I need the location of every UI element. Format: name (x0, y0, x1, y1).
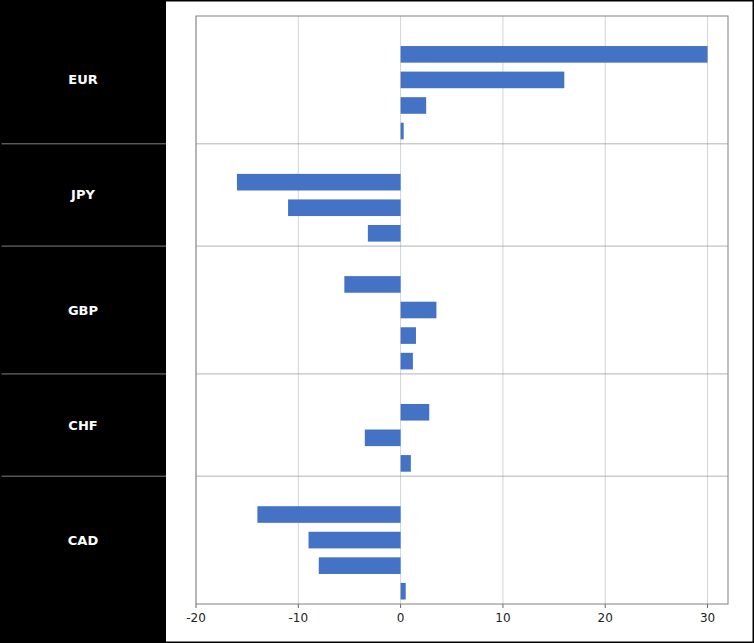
tick-mark (196, 604, 197, 608)
grid (196, 16, 708, 604)
group-separator (196, 143, 728, 144)
bars (237, 46, 708, 599)
tick-mark (707, 604, 708, 608)
bar (401, 72, 565, 89)
group-label: EUR (68, 72, 97, 87)
background (0, 0, 754, 643)
bar (401, 46, 708, 63)
plot-frame (196, 16, 728, 604)
bar (237, 174, 401, 191)
group-label: JPY (70, 187, 95, 202)
bar (401, 302, 437, 319)
bar (401, 327, 416, 344)
bar (401, 455, 411, 472)
tick-mark (605, 604, 606, 608)
chart-container: -20 -10 0 10 20 30 EUR JPY GBP CHF CAD (0, 0, 754, 643)
grid-line (605, 16, 606, 604)
bar (401, 583, 406, 600)
group-separator (196, 373, 728, 374)
tick-mark (298, 604, 299, 608)
panel-separator (0, 246, 166, 247)
group-separator (196, 476, 728, 477)
chart-svg: -20 -10 0 10 20 30 EUR JPY GBP CHF CAD (0, 0, 754, 643)
bar (401, 97, 427, 114)
grid-line (707, 16, 708, 604)
outer-border (1, 1, 754, 643)
tick-label: 20 (598, 611, 613, 625)
bar (401, 404, 430, 421)
bar (401, 123, 404, 140)
tick-mark (400, 604, 401, 608)
tick-label: 10 (495, 611, 510, 625)
tick-label: 30 (700, 611, 715, 625)
panel-separator (0, 373, 166, 374)
bar (401, 353, 413, 370)
panel-separator (0, 143, 166, 144)
grid-line (502, 16, 503, 604)
tick-label: -10 (289, 611, 309, 625)
bar (288, 199, 401, 216)
panel-separator (0, 476, 166, 477)
group-panel (0, 0, 166, 643)
bar (257, 506, 400, 523)
tick-label: -20 (186, 611, 206, 625)
bar (368, 225, 401, 242)
bar (309, 532, 401, 549)
group-label: GBP (68, 303, 98, 318)
tick-mark (502, 604, 503, 608)
tick-label: 0 (397, 611, 405, 625)
group-separator (196, 246, 728, 247)
bar (319, 557, 401, 574)
bar (344, 276, 400, 293)
group-label: CHF (68, 418, 97, 433)
bar (365, 430, 401, 447)
group-label: CAD (68, 533, 99, 548)
